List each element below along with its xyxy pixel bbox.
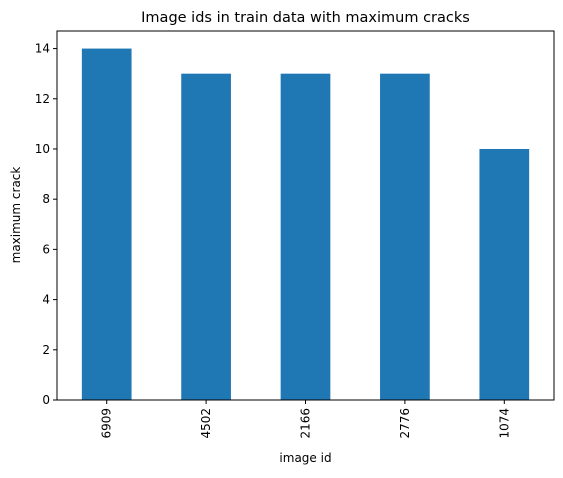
y-tick-label: 10 [35,142,50,156]
x-tick-label: 4502 [199,408,213,439]
y-tick-label: 2 [42,343,50,357]
plot-frame [56,30,555,401]
y-axis: 0 2 4 6 8 10 12 14 [35,42,57,407]
bar-4502 [181,73,231,401]
chart-title: Image ids in train data with maximum cra… [141,10,470,26]
y-tick-label: 0 [42,393,50,407]
x-axis-label: image id [279,451,331,465]
x-tick-label: 2166 [299,408,313,439]
y-tick-label: 6 [42,242,50,256]
x-axis: 6909 4502 2166 2776 1074 [100,400,511,439]
bar-6909 [81,48,132,400]
y-tick-label: 4 [42,293,50,307]
y-tick-label: 12 [35,92,50,106]
bar-2776 [380,73,430,401]
x-tick-label: 1074 [497,408,511,439]
x-tick-label: 6909 [100,408,114,439]
bar-2166 [280,73,331,401]
bars-layer [81,48,530,401]
y-axis-label: maximum crack [9,167,23,264]
y-tick-label: 8 [42,192,50,206]
bar-1074 [479,148,530,400]
x-tick-label: 2776 [398,408,412,439]
y-tick-label: 14 [35,42,50,56]
